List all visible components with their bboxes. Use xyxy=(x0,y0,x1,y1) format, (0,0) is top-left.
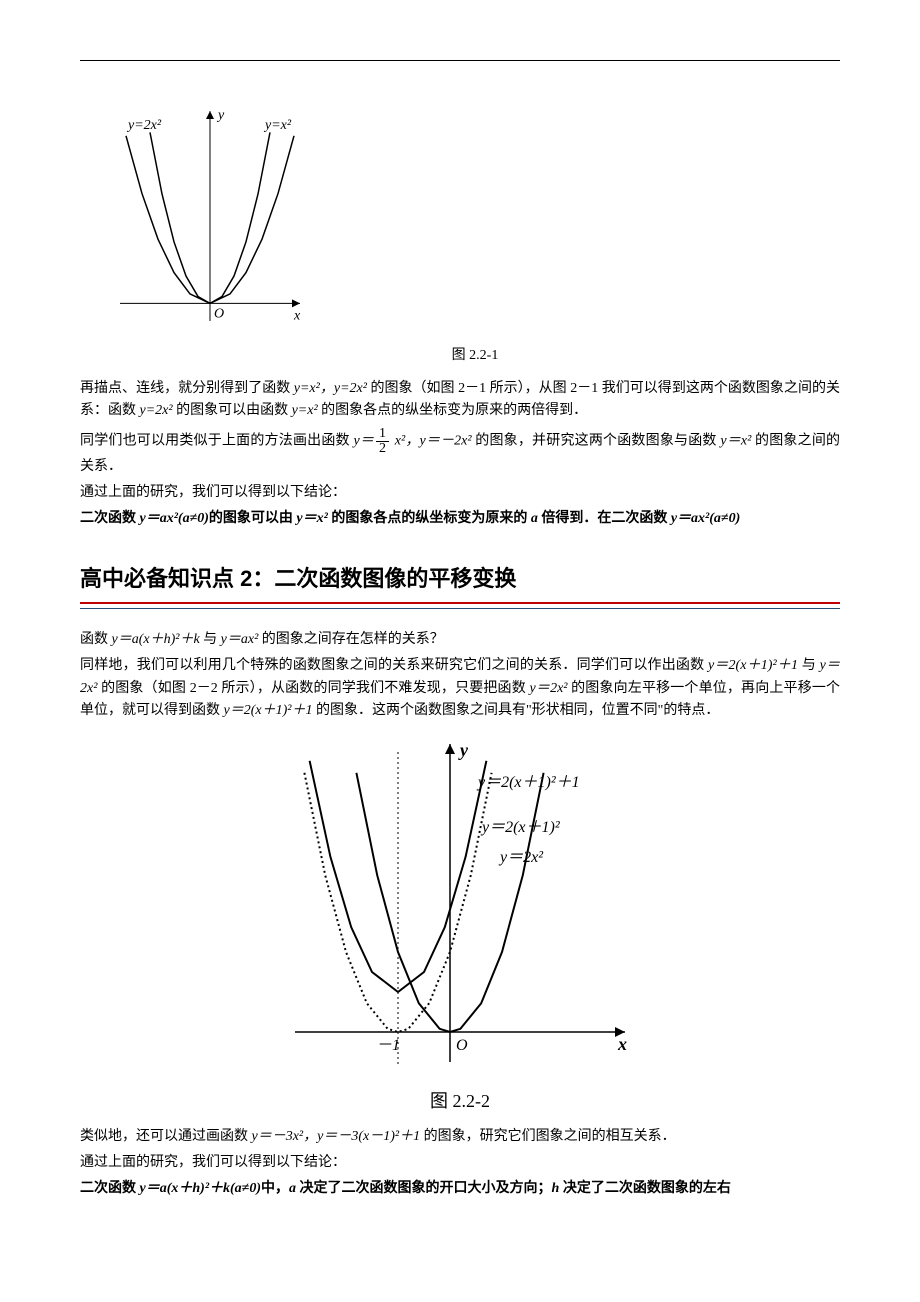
section3-paragraph-2: 通过上面的研究，我们可以得到以下结论： xyxy=(80,1152,840,1174)
svg-text:y＝2(x＋1)²: y＝2(x＋1)² xyxy=(480,819,561,836)
svg-text:y: y xyxy=(458,740,469,760)
chart1-caption: 图 2.2-1 xyxy=(110,345,840,367)
svg-text:y: y xyxy=(216,108,225,123)
chart2-caption: 图 2.2-2 xyxy=(80,1087,840,1116)
svg-text:y＝2(x＋1)²＋1: y＝2(x＋1)²＋1 xyxy=(476,774,580,791)
heading-section-2: 高中必备知识点 2：二次函数图像的平移变换 xyxy=(80,561,840,596)
paragraph-4-conclusion: 二次函数 y＝ax²(a≠0)的图象可以由 y＝x² 的图象各点的纵坐标变为原来… xyxy=(80,508,840,530)
paragraph-3: 通过上面的研究，我们可以得到以下结论： xyxy=(80,482,840,504)
paragraph-2: 同学们也可以用类似于上面的方法画出函数 y＝12 x²，y＝－2x² 的图象，并… xyxy=(80,427,840,478)
svg-text:x: x xyxy=(617,1034,627,1054)
figure-2-2-2: y x O －1 y＝2(x＋1)²＋1 y＝2(x＋1)² y＝2x² 图 2.2-2 xyxy=(80,732,840,1115)
section3-paragraph-3-conclusion: 二次函数 y＝a(x＋h)²＋k(a≠0)中，a 决定了二次函数图象的开口大小及… xyxy=(80,1178,840,1200)
svg-text:y=2x²: y=2x² xyxy=(126,118,162,133)
chart2-svg: y x O －1 y＝2(x＋1)²＋1 y＝2(x＋1)² y＝2x² xyxy=(280,732,640,1072)
section3-paragraph-1: 类似地，还可以通过画函数 y＝－3x²，y＝－3(x－1)²＋1 的图象，研究它… xyxy=(80,1126,840,1148)
heading-underline xyxy=(80,602,840,609)
figure-2-2-1: y x Oy=2x² y=x² 图 2.2-1 xyxy=(110,101,840,368)
chart1-svg: y x Oy=2x² y=x² xyxy=(110,101,310,331)
svg-text:－1: －1 xyxy=(376,1037,400,1054)
section2-paragraph-1: 函数 y＝a(x＋h)²＋k 与 y＝ax² 的图象之间存在怎样的关系？ xyxy=(80,629,840,651)
svg-text:x: x xyxy=(293,308,301,323)
section2-paragraph-2: 同样地，我们可以利用几个特殊的函数图象之间的关系来研究它们之间的关系．同学们可以… xyxy=(80,655,840,722)
top-rule xyxy=(80,60,840,61)
svg-text:y=x²: y=x² xyxy=(263,118,292,133)
svg-text:O: O xyxy=(214,306,224,321)
paragraph-1: 再描点、连线，就分别得到了函数 y=x²，y=2x² 的图象（如图 2－1 所示… xyxy=(80,378,840,423)
svg-text:y＝2x²: y＝2x² xyxy=(498,849,544,866)
svg-text:O: O xyxy=(456,1037,468,1054)
